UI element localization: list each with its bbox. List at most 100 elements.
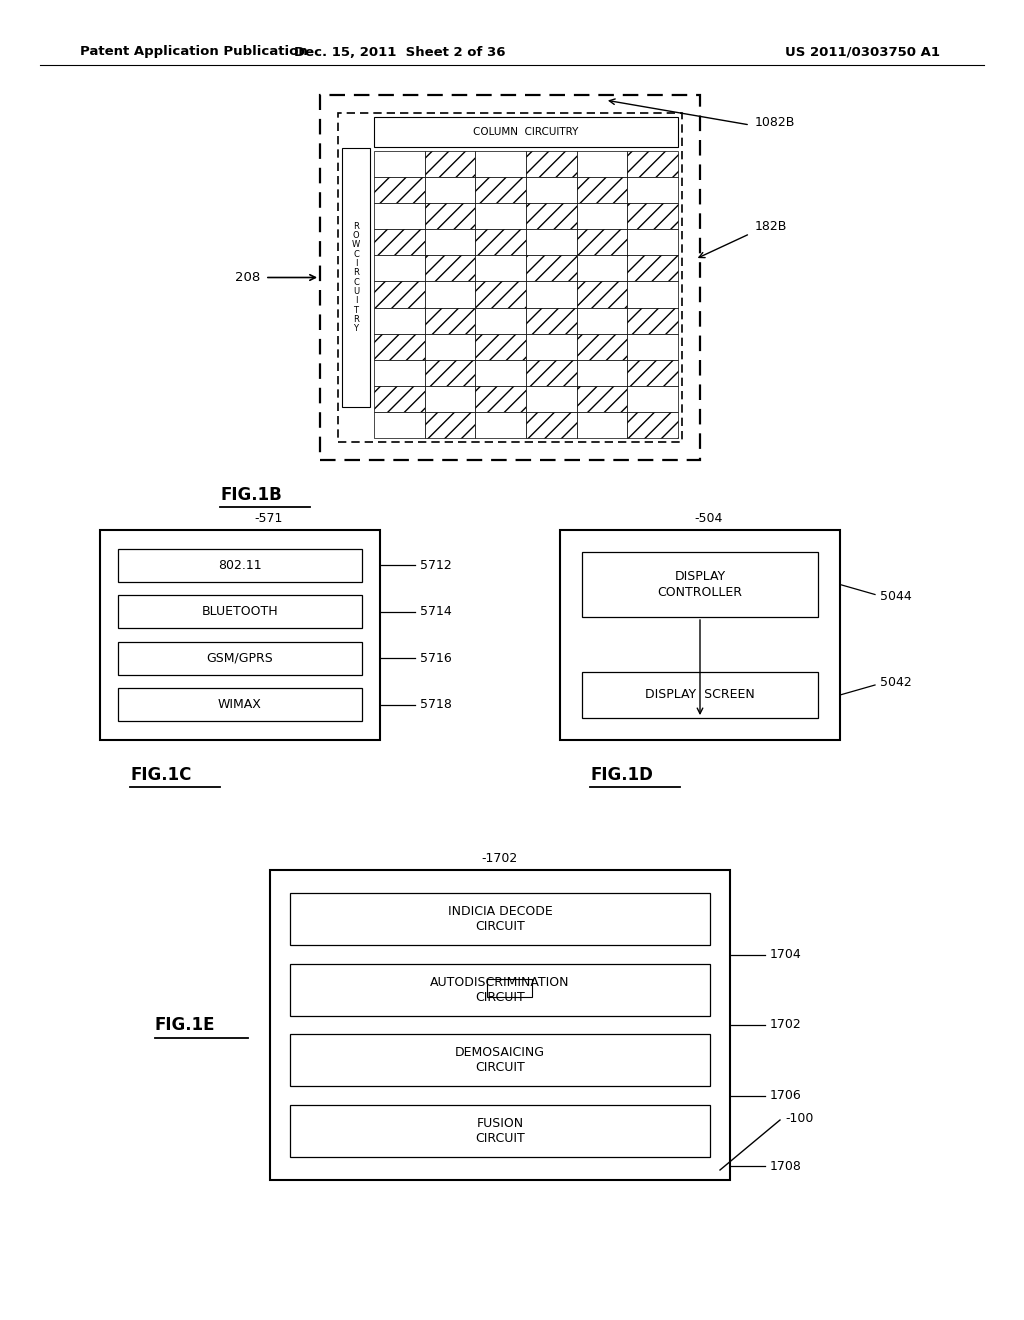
Text: GSM/GPRS: GSM/GPRS: [207, 652, 273, 665]
Bar: [628, 150, 678, 177]
Text: DISPLAY
CONTROLLER: DISPLAY CONTROLLER: [657, 570, 742, 598]
Text: FIG.1B: FIG.1B: [220, 486, 282, 504]
Text: 5042: 5042: [880, 676, 911, 689]
Text: 1708: 1708: [770, 1159, 802, 1172]
Bar: [374, 230, 425, 255]
Text: -100: -100: [785, 1111, 813, 1125]
Text: 5714: 5714: [420, 606, 452, 618]
Bar: [526, 255, 577, 281]
Bar: [425, 230, 475, 255]
Bar: [338, 114, 682, 442]
Bar: [118, 642, 362, 675]
Bar: [526, 412, 577, 438]
Bar: [475, 230, 526, 255]
Text: 208: 208: [234, 271, 260, 284]
Bar: [628, 360, 678, 385]
Bar: [374, 360, 425, 385]
Bar: [628, 281, 678, 308]
Bar: [425, 281, 475, 308]
Text: FIG.1C: FIG.1C: [130, 766, 191, 784]
Bar: [560, 531, 840, 741]
Bar: [628, 203, 678, 230]
Bar: [475, 385, 526, 412]
Text: -571: -571: [254, 511, 283, 524]
Bar: [374, 385, 425, 412]
Bar: [290, 1034, 710, 1086]
Bar: [526, 334, 577, 360]
Text: COLUMN  CIRCUITRY: COLUMN CIRCUITRY: [473, 127, 579, 137]
Bar: [374, 281, 425, 308]
Bar: [270, 870, 730, 1180]
Text: AUTODISCRIMINATION
CIRCUIT: AUTODISCRIMINATION CIRCUIT: [430, 975, 569, 1003]
Text: INDICIA DECODE
CIRCUIT: INDICIA DECODE CIRCUIT: [447, 906, 552, 933]
Bar: [118, 549, 362, 582]
Bar: [475, 360, 526, 385]
Text: -1702: -1702: [481, 851, 518, 865]
Text: DISPLAY  SCREEN: DISPLAY SCREEN: [645, 689, 755, 701]
Text: 1704: 1704: [770, 948, 802, 961]
Bar: [425, 412, 475, 438]
Bar: [290, 894, 710, 945]
Bar: [577, 334, 628, 360]
Bar: [577, 385, 628, 412]
Bar: [526, 281, 577, 308]
Text: WIMAX: WIMAX: [218, 698, 262, 711]
Bar: [374, 412, 425, 438]
Bar: [487, 979, 532, 998]
Bar: [475, 150, 526, 177]
Bar: [425, 334, 475, 360]
Bar: [577, 412, 628, 438]
Bar: [475, 412, 526, 438]
Bar: [319, 95, 700, 459]
Bar: [374, 334, 425, 360]
Bar: [425, 177, 475, 203]
Bar: [475, 281, 526, 308]
Bar: [290, 964, 710, 1016]
Bar: [526, 230, 577, 255]
Bar: [475, 308, 526, 334]
Text: 5718: 5718: [420, 698, 452, 711]
Text: Dec. 15, 2011  Sheet 2 of 36: Dec. 15, 2011 Sheet 2 of 36: [294, 45, 506, 58]
Bar: [475, 203, 526, 230]
Text: FUSION
CIRCUIT: FUSION CIRCUIT: [475, 1117, 525, 1144]
Text: 1706: 1706: [770, 1089, 802, 1102]
Bar: [475, 177, 526, 203]
Bar: [374, 308, 425, 334]
Bar: [628, 308, 678, 334]
Bar: [475, 255, 526, 281]
Text: BLUETOOTH: BLUETOOTH: [202, 606, 279, 618]
Text: 5044: 5044: [880, 590, 911, 603]
Bar: [342, 148, 370, 407]
Bar: [100, 531, 380, 741]
Bar: [628, 230, 678, 255]
Bar: [425, 308, 475, 334]
Bar: [628, 385, 678, 412]
Bar: [526, 308, 577, 334]
Bar: [577, 150, 628, 177]
Bar: [582, 552, 818, 616]
Text: 802.11: 802.11: [218, 558, 262, 572]
Bar: [577, 255, 628, 281]
Bar: [526, 360, 577, 385]
Bar: [628, 255, 678, 281]
Bar: [628, 177, 678, 203]
Bar: [118, 688, 362, 722]
Bar: [290, 1105, 710, 1156]
Bar: [425, 360, 475, 385]
Bar: [374, 150, 425, 177]
Bar: [582, 672, 818, 718]
Bar: [526, 177, 577, 203]
Bar: [577, 281, 628, 308]
Text: FIG.1E: FIG.1E: [155, 1016, 215, 1034]
Bar: [577, 308, 628, 334]
Text: US 2011/0303750 A1: US 2011/0303750 A1: [785, 45, 940, 58]
Bar: [425, 385, 475, 412]
Bar: [374, 203, 425, 230]
Text: R
O
W
C
I
R
C
U
I
T
R
Y: R O W C I R C U I T R Y: [352, 222, 360, 334]
Bar: [425, 150, 475, 177]
Bar: [425, 255, 475, 281]
Bar: [577, 230, 628, 255]
Bar: [577, 177, 628, 203]
Bar: [118, 595, 362, 628]
Bar: [526, 203, 577, 230]
